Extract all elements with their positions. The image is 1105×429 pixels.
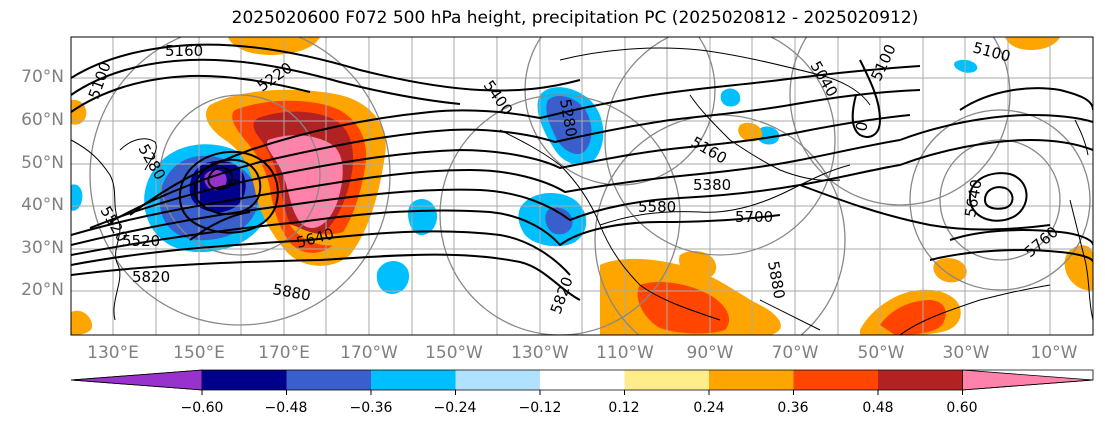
longitude-label: 90°W [686,343,734,363]
height-contours [71,43,1093,301]
latitude-label: 40°N [21,195,64,215]
contour-label: 5700 [735,208,773,226]
colorbar-segment [371,370,456,390]
colorbar-segment [540,370,625,390]
colorbar-segment [202,370,287,390]
longitude-label: 150°E [173,343,225,363]
colorbar-segment [962,369,1094,391]
contour-label: 5580 [638,198,676,216]
colorbar-segment [878,370,963,390]
longitude-label: 70°W [771,343,819,363]
longitude-label: 130°W [511,343,569,363]
colorbar-tick-label: 0.48 [862,400,894,416]
colorbar-tick-label: −0.36 [349,400,393,416]
graticule [71,37,1093,335]
longitude-label: 170°E [258,343,310,363]
colorbar-tick-label: 0.60 [946,400,978,416]
colorbar-tick-label: −0.24 [433,400,477,416]
positive-anomaly-shading [71,37,1093,335]
colorbar-tick-label: −0.12 [518,400,562,416]
latitude-label: 20°N [21,280,64,300]
colorbar-tick-label: −0.48 [264,400,308,416]
coastlines [71,47,1093,335]
latitude-label: 30°N [21,238,64,258]
colorbar-segment [286,370,371,390]
map-title: 2025020600 F072 500 hPa height, precipit… [231,8,919,28]
longitude-label: 30°W [942,343,990,363]
latitude-label: 70°N [21,67,64,87]
longitude-label: 50°W [857,343,905,363]
contour-label: 5 [224,178,242,188]
contour-label: 5820 [132,268,170,286]
colorbar-segment [709,370,794,390]
colorbar-segment [624,370,709,390]
colorbar-tick-label: 0.12 [608,400,640,416]
longitude-label: 130°E [87,343,139,363]
contour-label: 5520 [122,232,160,250]
colorbar-segment [70,369,203,391]
latitude-label: 50°N [21,153,64,173]
longitude-label: 150°W [425,343,483,363]
colorbar-segment [793,370,878,390]
longitude-label: 10°W [1030,343,1078,363]
colorbar-tick-label: 0.24 [693,400,725,416]
longitude-label: 110°W [596,343,654,363]
longitude-label: 170°W [340,343,398,363]
colorbar [70,369,1094,395]
contour-label: 0 [852,120,871,133]
contour-label: 5380 [693,176,731,194]
contour-label: 5160 [165,42,203,60]
map-panel [71,37,1093,335]
map-border [70,36,1094,336]
colorbar-tick-label: 0.36 [777,400,809,416]
colorbar-segment [455,370,540,390]
latitude-label: 60°N [21,110,64,130]
colorbar-tick-label: −0.60 [180,400,224,416]
